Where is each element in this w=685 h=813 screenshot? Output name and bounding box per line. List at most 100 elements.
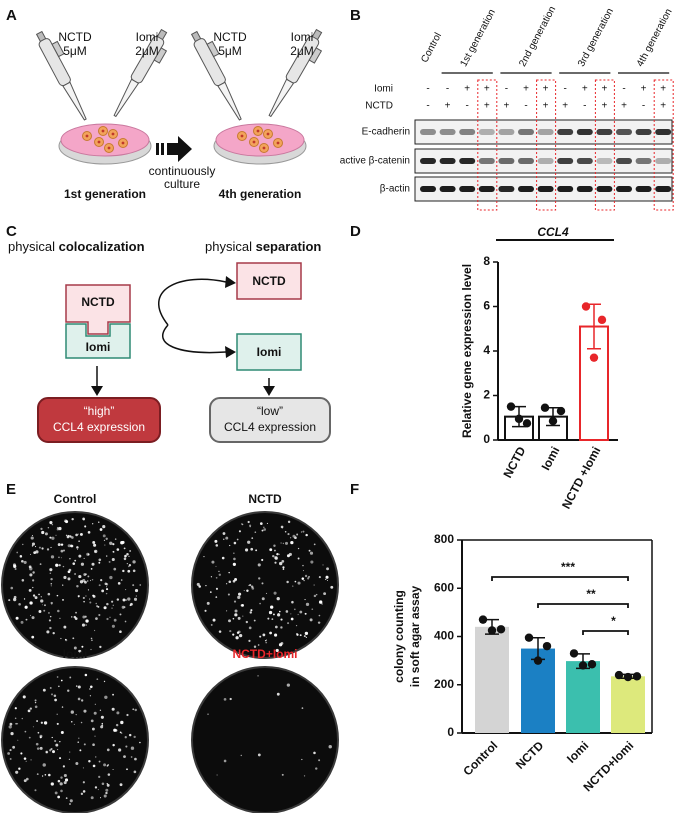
column-header: 1st generation	[458, 8, 497, 69]
colony	[304, 599, 306, 601]
label: 2μM	[290, 44, 314, 58]
colony	[106, 748, 110, 752]
colony	[261, 582, 264, 585]
colony	[112, 768, 114, 771]
colony	[240, 754, 242, 757]
band	[518, 186, 534, 192]
x-tick-label: NCTD	[513, 738, 547, 772]
colony	[304, 612, 307, 615]
colony	[103, 606, 107, 610]
band	[635, 129, 652, 135]
bar	[475, 626, 509, 733]
colony	[13, 597, 17, 602]
colony	[81, 645, 84, 648]
colony	[124, 554, 127, 558]
colony	[111, 557, 115, 562]
colony	[218, 630, 222, 633]
colony	[34, 701, 37, 704]
sign: -	[505, 84, 508, 95]
colony	[9, 722, 13, 726]
panel-label: D	[350, 223, 361, 240]
colony	[25, 777, 29, 781]
colony	[292, 534, 296, 538]
colony	[258, 577, 261, 580]
colony	[278, 553, 280, 555]
colony	[36, 773, 39, 776]
colony	[123, 755, 126, 758]
colony	[297, 613, 299, 616]
colony	[56, 676, 59, 678]
panel-label: B	[350, 7, 361, 24]
band	[616, 186, 632, 192]
band	[459, 158, 476, 164]
colony	[229, 544, 231, 547]
data-point	[587, 660, 597, 669]
data-point	[597, 315, 607, 325]
colony	[10, 732, 14, 736]
colony	[101, 724, 104, 726]
arrow-head	[225, 346, 236, 358]
colony	[53, 694, 57, 698]
pipette	[190, 30, 242, 121]
colony	[70, 710, 74, 714]
band	[557, 158, 574, 164]
colony	[266, 522, 269, 525]
label: Iomi	[291, 30, 314, 44]
colony	[78, 649, 82, 654]
pipette	[35, 30, 87, 121]
colony	[322, 564, 324, 566]
colony	[30, 759, 32, 761]
colony	[295, 625, 298, 627]
colony	[67, 570, 71, 574]
colony	[78, 540, 80, 542]
label: Iomi	[136, 30, 159, 44]
colony	[214, 539, 218, 543]
data-point	[623, 672, 633, 682]
iomi-block	[236, 333, 302, 371]
colony	[71, 536, 74, 539]
y-tick-label: 200	[434, 677, 454, 691]
colony	[21, 579, 25, 582]
colony	[83, 557, 85, 559]
colony	[265, 592, 268, 594]
colony	[109, 616, 111, 618]
colony	[237, 595, 241, 599]
colony	[44, 773, 47, 776]
colony	[18, 602, 21, 606]
colony	[218, 573, 221, 576]
colony	[301, 758, 303, 761]
colony	[46, 548, 50, 551]
colony	[103, 539, 106, 541]
colony	[15, 770, 19, 774]
colony	[321, 603, 323, 605]
colony	[132, 560, 136, 564]
pipette-grip	[51, 40, 65, 58]
bar	[611, 676, 645, 733]
colony	[204, 609, 207, 612]
bar	[566, 661, 600, 733]
colony	[286, 683, 290, 687]
colony	[284, 530, 287, 533]
colony	[104, 544, 106, 546]
colony	[249, 524, 252, 527]
colony	[234, 613, 238, 617]
colony	[63, 773, 67, 778]
colony	[128, 733, 132, 737]
colony	[93, 549, 98, 554]
colony	[58, 685, 60, 688]
colony	[79, 749, 82, 752]
band	[655, 158, 672, 164]
colony	[125, 745, 128, 748]
colony	[82, 615, 86, 619]
colony	[308, 575, 310, 578]
cell-nucleus	[252, 140, 256, 144]
significance-bracket	[582, 630, 629, 635]
colony	[120, 541, 124, 545]
colony	[68, 758, 71, 760]
colony	[87, 531, 91, 534]
colony	[32, 726, 34, 728]
colony	[91, 562, 95, 566]
colony	[60, 776, 63, 779]
colony	[55, 534, 57, 536]
colony	[83, 600, 85, 603]
